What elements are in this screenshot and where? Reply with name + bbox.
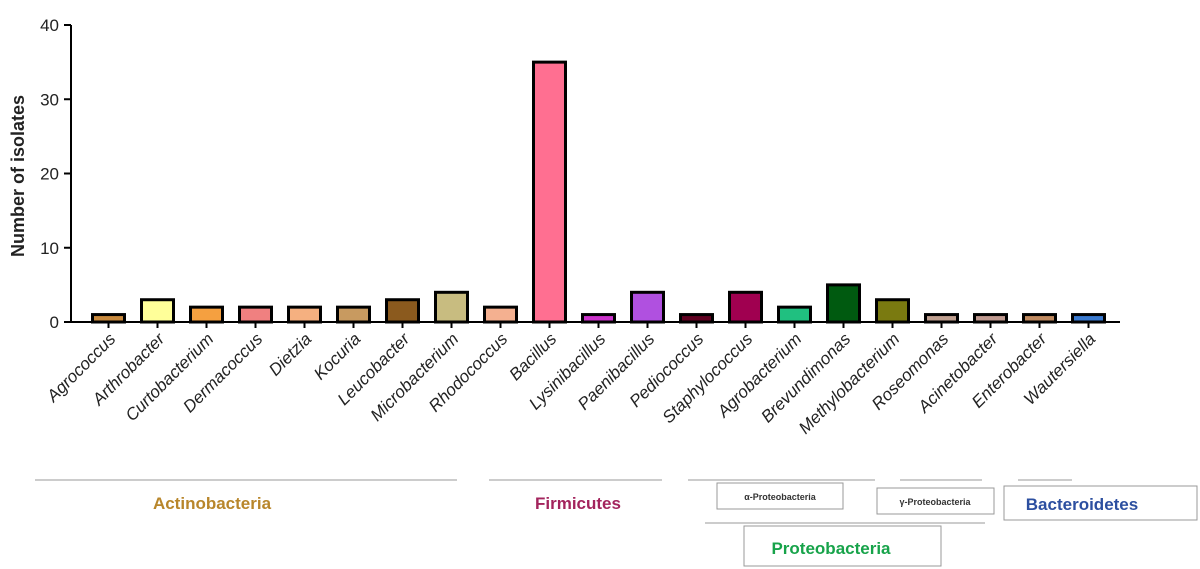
y-tick-label: 30	[40, 90, 59, 109]
bar-dermacoccus	[238, 305, 273, 324]
bar-agrococcus	[91, 313, 126, 324]
alpha-proteobacteria-box	[716, 482, 844, 510]
proteobacteria-box	[743, 525, 942, 567]
group-lines	[35, 479, 1072, 524]
bar-arthrobacter	[140, 298, 175, 324]
bar-enterobacter	[1022, 313, 1057, 324]
y-axis: 0 10 20 30 40	[40, 16, 1120, 332]
bar-brevundimonas	[826, 283, 861, 324]
bar-curtobacterium	[189, 305, 224, 324]
bar-rhodococcus	[483, 305, 518, 324]
x-axis-labels: AgrococcusArthrobacterCurtobacteriumDerm…	[42, 322, 1099, 438]
bar-leucobacter	[385, 298, 420, 324]
bar-agrobacterium	[777, 305, 812, 324]
phylum-label-bacteroidetes: Bacteroidetes	[1026, 495, 1138, 514]
bar-pediococcus	[679, 313, 714, 324]
x-tick-label-microbacterium: Microbacterium	[367, 329, 463, 425]
phylum-label-firmicutes: Firmicutes	[535, 494, 621, 513]
bar-paenibacillus	[630, 290, 665, 324]
bar-roseomonas	[924, 313, 959, 324]
phylum-label-proteobacteria: Proteobacteria	[771, 539, 891, 558]
bar-methylobacterium	[875, 298, 910, 324]
x-tick-label-agrobacterium: Agrobacterium	[713, 329, 805, 421]
x-tick-label-brevundimonas: Brevundimonas	[757, 329, 854, 426]
bar-dietzia	[287, 305, 322, 324]
bar-microbacterium	[434, 290, 469, 324]
x-tick-label-curtobacterium: Curtobacterium	[122, 329, 218, 425]
bar-lysinibacillus	[581, 313, 616, 324]
bar-wautersiella	[1071, 313, 1106, 324]
bar-acinetobacter	[973, 313, 1008, 324]
phylum-label-actinobacteria: Actinobacteria	[153, 494, 272, 513]
bacteroidetes-box	[1003, 485, 1198, 521]
gamma-proteobacteria-box	[876, 487, 995, 515]
bars	[91, 60, 1106, 324]
y-tick-label: 10	[40, 239, 59, 258]
y-tick-label: 20	[40, 165, 59, 184]
subclass-label-gamma: γ-Proteobacteria	[899, 497, 971, 507]
bar-staphylococcus	[728, 290, 763, 324]
y-tick-label: 0	[50, 313, 59, 332]
subclass-label-alpha: α-Proteobacteria	[744, 492, 817, 502]
y-tick-label: 40	[40, 16, 59, 35]
bar-kocuria	[336, 305, 371, 324]
x-tick-label-dietzia: Dietzia	[265, 329, 315, 379]
bar-bacillus	[532, 60, 567, 324]
y-axis-title: Number of isolates	[8, 95, 28, 257]
